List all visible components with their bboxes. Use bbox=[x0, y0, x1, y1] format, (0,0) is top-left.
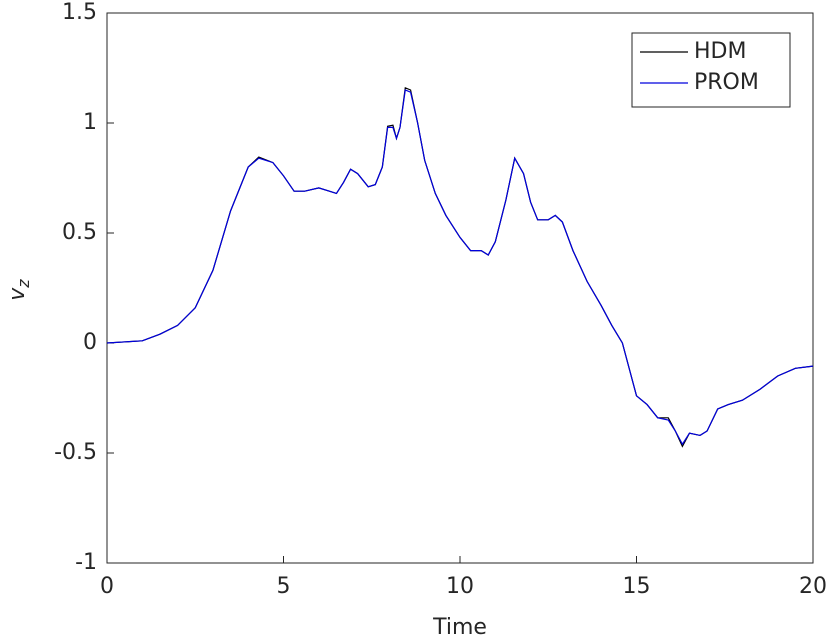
y-tick-label: -0.5 bbox=[54, 440, 97, 465]
y-axis-label-sub: z bbox=[14, 279, 33, 289]
y-tick-label: -1 bbox=[75, 550, 97, 575]
x-tick-label: 15 bbox=[623, 574, 651, 599]
x-tick-label: 5 bbox=[277, 574, 291, 599]
line-series bbox=[106, 89, 814, 446]
legend-box bbox=[631, 32, 791, 108]
x-tick-label: 0 bbox=[100, 574, 114, 599]
y-tick-label: 0.5 bbox=[62, 220, 97, 245]
y-tick-label: 1 bbox=[83, 110, 97, 135]
y-tick-label: 0 bbox=[83, 330, 97, 355]
legend-label: PROM bbox=[694, 70, 759, 95]
x-tick-label: 20 bbox=[799, 574, 827, 599]
y-tick-label: 1.5 bbox=[62, 0, 97, 25]
legend-label: HDM bbox=[694, 39, 746, 64]
x-axis-label: Time bbox=[432, 615, 487, 640]
y-axis-label-base: v bbox=[5, 287, 30, 301]
y-axis-label: vz bbox=[5, 279, 33, 301]
x-tick-label: 10 bbox=[446, 574, 474, 599]
